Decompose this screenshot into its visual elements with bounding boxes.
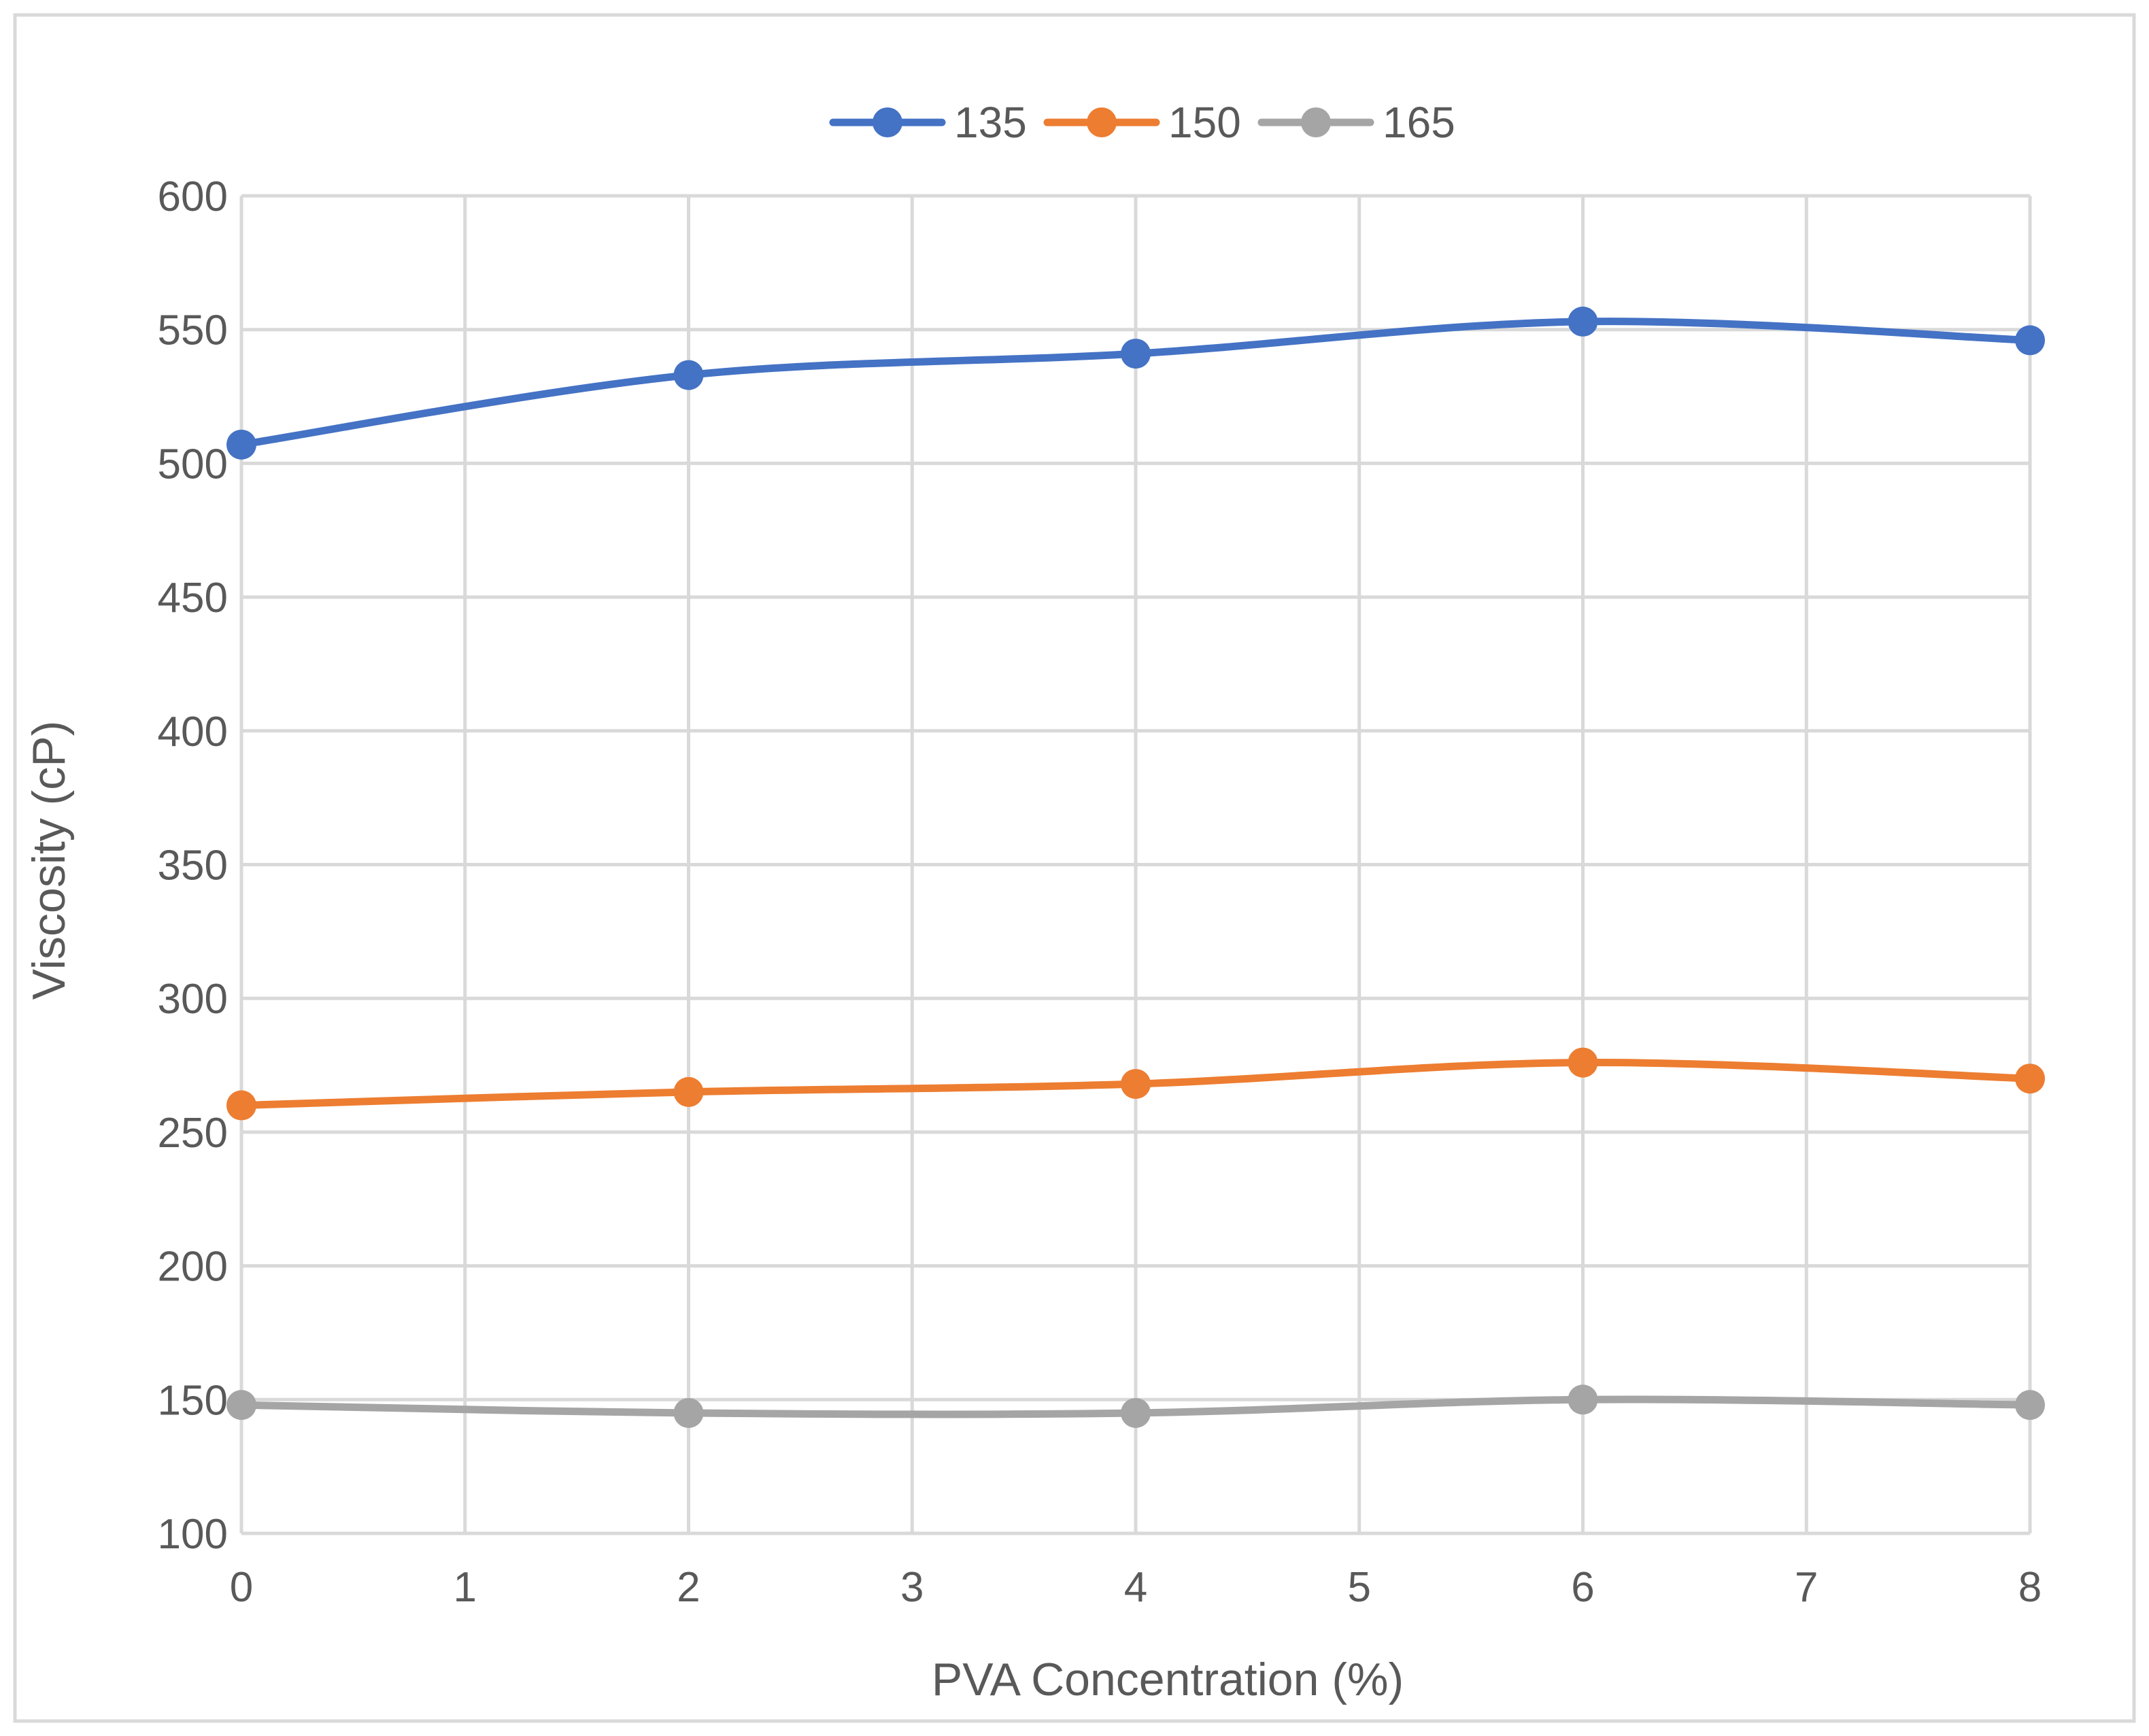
legend-marker-150 — [1087, 107, 1117, 137]
y-tick-label: 500 — [158, 441, 228, 488]
data-point-165 — [1568, 1384, 1598, 1415]
x-tick-label: 0 — [230, 1564, 253, 1611]
x-axis-title: PVA Concentration (%) — [932, 1654, 1404, 1705]
y-tick-label: 100 — [158, 1511, 228, 1558]
data-point-135 — [1121, 339, 1151, 369]
x-tick-label: 1 — [454, 1564, 477, 1611]
chart-frame — [13, 13, 2136, 1723]
legend-item-165: 165 — [1257, 98, 1455, 147]
series-150 — [226, 1047, 2045, 1121]
x-tick-label: 5 — [1348, 1564, 1371, 1611]
data-point-135 — [1568, 306, 1598, 337]
data-point-135 — [226, 429, 256, 460]
data-point-165 — [226, 1390, 256, 1420]
x-tick-label: 7 — [1795, 1564, 1818, 1611]
legend: 135 150 165 — [829, 98, 1455, 147]
y-tick-label: 150 — [158, 1377, 228, 1424]
data-point-150 — [2015, 1063, 2045, 1094]
data-point-150 — [673, 1076, 704, 1107]
data-point-135 — [2015, 325, 2045, 356]
legend-item-135: 135 — [829, 98, 1027, 147]
legend-item-150: 150 — [1043, 98, 1241, 147]
data-point-135 — [673, 360, 704, 390]
data-point-165 — [2015, 1390, 2045, 1420]
legend-label-150: 150 — [1168, 98, 1241, 147]
x-tick-label: 4 — [1124, 1564, 1147, 1611]
y-tick-label: 600 — [158, 173, 228, 220]
legend-marker-165 — [1301, 107, 1331, 137]
legend-label-165: 165 — [1383, 98, 1455, 147]
y-axis-title: Viscosity (cP) — [23, 721, 75, 1000]
y-tick-label: 400 — [158, 709, 228, 755]
x-tick-label: 6 — [1571, 1564, 1594, 1611]
gridlines — [239, 194, 2032, 1535]
series-165 — [226, 1384, 2045, 1428]
y-tick-label: 250 — [158, 1110, 228, 1157]
y-tick-label: 450 — [158, 575, 228, 622]
y-tick-label: 200 — [158, 1244, 228, 1291]
legend-marker-135 — [873, 107, 902, 137]
y-tick-label: 350 — [158, 843, 228, 889]
data-point-150 — [226, 1090, 256, 1121]
series-group — [226, 306, 2045, 1428]
y-tick-label: 300 — [158, 976, 228, 1023]
series-135 — [226, 306, 2045, 460]
x-tick-label: 2 — [677, 1564, 700, 1611]
x-tick-label: 3 — [900, 1564, 924, 1611]
data-point-150 — [1568, 1047, 1598, 1078]
x-tick-label: 8 — [2018, 1564, 2042, 1611]
y-axis-ticks: 100 150 200 250 300 350 400 450 500 550 600 — [158, 173, 228, 1558]
data-point-150 — [1121, 1069, 1151, 1100]
legend-label-135: 135 — [954, 98, 1027, 147]
data-point-165 — [1121, 1397, 1151, 1428]
data-point-165 — [673, 1397, 704, 1428]
x-axis-ticks: 0 1 2 3 4 5 6 7 8 — [230, 1564, 2042, 1611]
y-tick-label: 550 — [158, 307, 228, 354]
